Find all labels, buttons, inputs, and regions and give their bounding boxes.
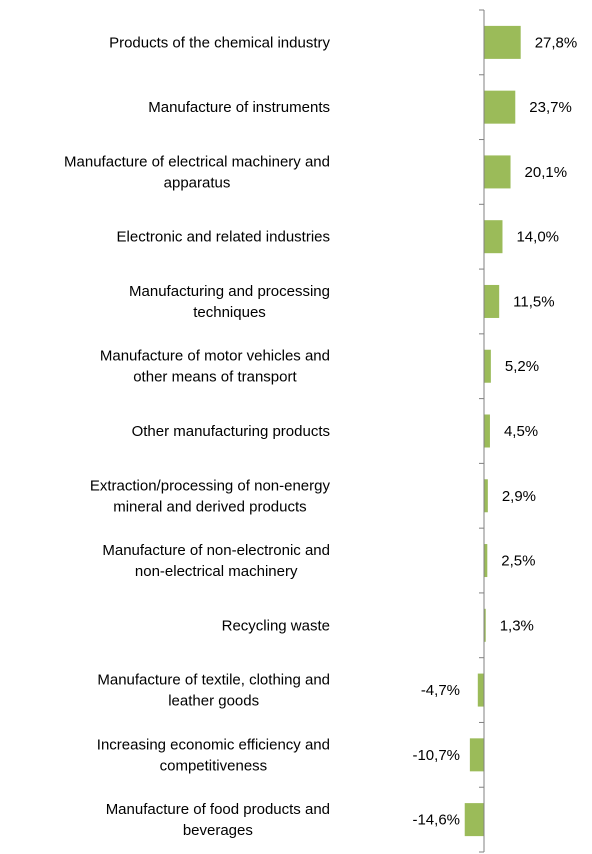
bar	[484, 284, 500, 318]
bar	[484, 25, 521, 59]
bar	[477, 673, 484, 707]
bar	[469, 738, 484, 772]
bar	[464, 803, 484, 837]
bar	[484, 479, 488, 513]
bar	[484, 544, 488, 578]
bars-layer	[464, 25, 521, 837]
category-label: Manufacture of food products and beverage…	[106, 801, 330, 839]
category-label: Recycling waste	[222, 617, 330, 634]
bar	[484, 349, 491, 383]
data-label: -14,6%	[412, 812, 460, 829]
bar	[484, 220, 503, 254]
data-label: -4,7%	[421, 682, 460, 699]
category-label: Manufacture of instruments	[148, 99, 330, 116]
category-label: Increasing economic efficiency and compet…	[97, 736, 330, 774]
bar	[484, 414, 490, 448]
bar	[484, 155, 511, 189]
category-label: Extraction/processing of non-energy miner…	[90, 477, 331, 515]
category-label: Electronic and related industries	[117, 229, 330, 246]
bar	[484, 90, 516, 124]
data-label: 2,5%	[501, 553, 535, 570]
data-label: 20,1%	[525, 164, 568, 181]
category-label: Products of the chemical industry	[109, 34, 330, 51]
data-label: 5,2%	[505, 358, 539, 375]
data-label: 23,7%	[529, 99, 572, 116]
data-label: -10,7%	[412, 747, 460, 764]
category-label: Manufacture of electrical machinery and a…	[64, 153, 330, 191]
bar	[484, 608, 486, 642]
data-label: 4,5%	[504, 423, 538, 440]
labels-layer: Products of the chemical industry 27,8% Ma…	[64, 34, 577, 839]
category-label: Manufacture of motor vehicles and other m…	[100, 348, 330, 386]
data-label: 11,5%	[513, 293, 554, 310]
category-label: Manufacture of non-electronic and non-ele…	[102, 542, 330, 580]
category-label: Manufacture of textile, clothing and leat…	[97, 672, 330, 710]
data-label: 2,9%	[502, 488, 536, 505]
category-label: Other manufacturing products	[132, 423, 330, 440]
data-label: 1,3%	[500, 617, 534, 634]
data-label: 14,0%	[516, 229, 559, 246]
data-label: 27,8%	[535, 34, 578, 51]
axis-layer	[479, 9, 485, 853]
category-label: Manufacturing and processing techniques	[129, 283, 330, 321]
